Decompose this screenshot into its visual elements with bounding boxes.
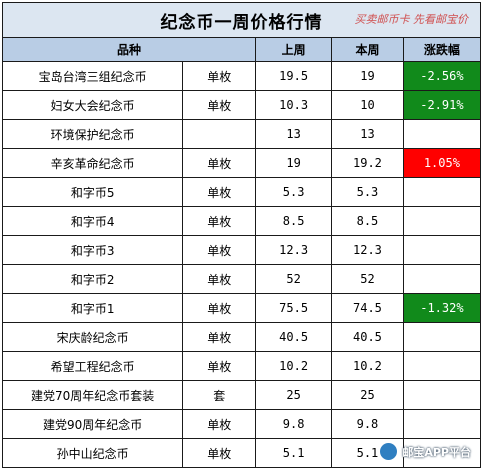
table-row: 和字币5 单枚 5.3 5.3 [1, 177, 482, 207]
row-this-week: 25 [331, 380, 404, 410]
row-name: 辛亥革命纪念币 [1, 148, 184, 178]
row-name: 妇女大会纪念币 [1, 90, 184, 120]
row-last-week: 19 [255, 148, 333, 178]
row-last-week: 10.2 [255, 351, 333, 381]
table-row: 宋庆龄纪念币 单枚 40.5 40.5 [1, 322, 482, 352]
row-last-week: 12.3 [255, 235, 333, 265]
table-row: 环境保护纪念币 13 13 [1, 119, 482, 149]
table-row: 和字币1 单枚 75.5 74.5 -1.32% [1, 293, 482, 323]
row-unit: 套 [182, 380, 257, 410]
row-this-week: 10 [331, 90, 404, 120]
row-name: 希望工程纪念币 [1, 351, 184, 381]
row-unit: 单枚 [182, 61, 257, 91]
row-name: 和字币1 [1, 293, 184, 323]
row-this-week: 19.2 [331, 148, 404, 178]
row-this-week: 12.3 [331, 235, 404, 265]
table-row: 孙中山纪念币 单枚 5.1 5.1 [1, 438, 482, 468]
row-this-week: 13 [331, 119, 404, 149]
title-row: 纪念币一周价格行情 买卖邮币卡 先看邮宝价 [2, 2, 481, 38]
row-this-week: 5.3 [331, 177, 404, 207]
row-unit: 单枚 [182, 438, 257, 468]
row-last-week: 19.5 [255, 61, 333, 91]
sheet-title: 纪念币一周价格行情 [160, 12, 323, 33]
row-this-week: 19 [331, 61, 404, 91]
row-change [402, 322, 482, 352]
row-change [402, 235, 482, 265]
row-unit: 单枚 [182, 293, 257, 323]
row-name: 宝岛台湾三组纪念币 [1, 61, 184, 91]
row-change [402, 409, 482, 439]
row-change [402, 264, 482, 294]
row-change: 1.05% [402, 148, 482, 178]
row-this-week: 52 [331, 264, 404, 294]
row-last-week: 13 [255, 119, 333, 149]
row-unit: 单枚 [182, 235, 257, 265]
row-change [402, 177, 482, 207]
row-this-week: 9.8 [331, 409, 404, 439]
header-row: 品种 上周 本周 涨跌幅 [1, 37, 482, 62]
table-row: 辛亥革命纪念币 单枚 19 19.2 1.05% [1, 148, 482, 178]
row-last-week: 8.5 [255, 206, 333, 236]
row-unit: 单枚 [182, 264, 257, 294]
row-change [402, 438, 482, 468]
table-row: 希望工程纪念币 单枚 10.2 10.2 [1, 351, 482, 381]
row-change [402, 206, 482, 236]
row-last-week: 25 [255, 380, 333, 410]
table-row: 宝岛台湾三组纪念币 单枚 19.5 19 -2.56% [1, 61, 482, 91]
row-this-week: 74.5 [331, 293, 404, 323]
app-logo-icon [379, 442, 399, 461]
row-last-week: 9.8 [255, 409, 333, 439]
row-name: 宋庆龄纪念币 [1, 322, 184, 352]
row-this-week: 8.5 [331, 206, 404, 236]
row-unit: 单枚 [182, 206, 257, 236]
row-name: 建党70周年纪念币套装 [1, 380, 184, 410]
row-change: -2.56% [402, 61, 482, 91]
row-unit: 单枚 [182, 148, 257, 178]
row-last-week: 5.3 [255, 177, 333, 207]
slogan-text: 买卖邮币卡 先看邮宝价 [354, 13, 469, 26]
row-last-week: 75.5 [255, 293, 333, 323]
row-name: 和字币4 [1, 206, 184, 236]
watermark-text: 邮宝APP平台 [402, 445, 471, 459]
row-last-week: 5.1 [255, 438, 333, 468]
header-change: 涨跌幅 [402, 37, 482, 62]
row-last-week: 40.5 [255, 322, 333, 352]
table-row: 妇女大会纪念币 单枚 10.3 10 -2.91% [1, 90, 482, 120]
row-name: 和字币2 [1, 264, 184, 294]
table-row: 建党90周年纪念币 单枚 9.8 9.8 [1, 409, 482, 439]
row-last-week: 10.3 [255, 90, 333, 120]
row-name: 建党90周年纪念币 [1, 409, 184, 439]
header-variety: 品种 [1, 37, 257, 62]
row-this-week: 10.2 [331, 351, 404, 381]
header-last-week: 上周 [255, 37, 333, 62]
table-row: 建党70周年纪念币套装套 25 25 [1, 380, 482, 410]
row-unit: 单枚 [182, 351, 257, 381]
row-unit: 单枚 [182, 177, 257, 207]
row-change [402, 380, 482, 410]
row-change: -2.91% [402, 90, 482, 120]
row-last-week: 52 [255, 264, 333, 294]
row-unit: 单枚 [182, 409, 257, 439]
table-row: 和字币4 单枚 8.5 8.5 [1, 206, 482, 236]
row-this-week: 40.5 [331, 322, 404, 352]
row-unit: 单枚 [182, 322, 257, 352]
row-change [402, 119, 482, 149]
row-change: -1.32% [402, 293, 482, 323]
row-name: 和字币3 [1, 235, 184, 265]
watermark: 邮宝APP平台 [379, 442, 471, 461]
row-unit: 单枚 [182, 90, 257, 120]
title-cell: 纪念币一周价格行情 买卖邮币卡 先看邮宝价 [2, 2, 481, 38]
row-unit [182, 119, 257, 149]
table-row: 和字币3 单枚 12.3 12.3 [1, 235, 482, 265]
row-name: 和字币5 [1, 177, 184, 207]
row-name: 环境保护纪念币 [1, 119, 184, 149]
row-name: 孙中山纪念币 [1, 438, 184, 468]
table-row: 和字币2 单枚 52 52 [1, 264, 482, 294]
header-this-week: 本周 [331, 37, 404, 62]
row-change [402, 351, 482, 381]
